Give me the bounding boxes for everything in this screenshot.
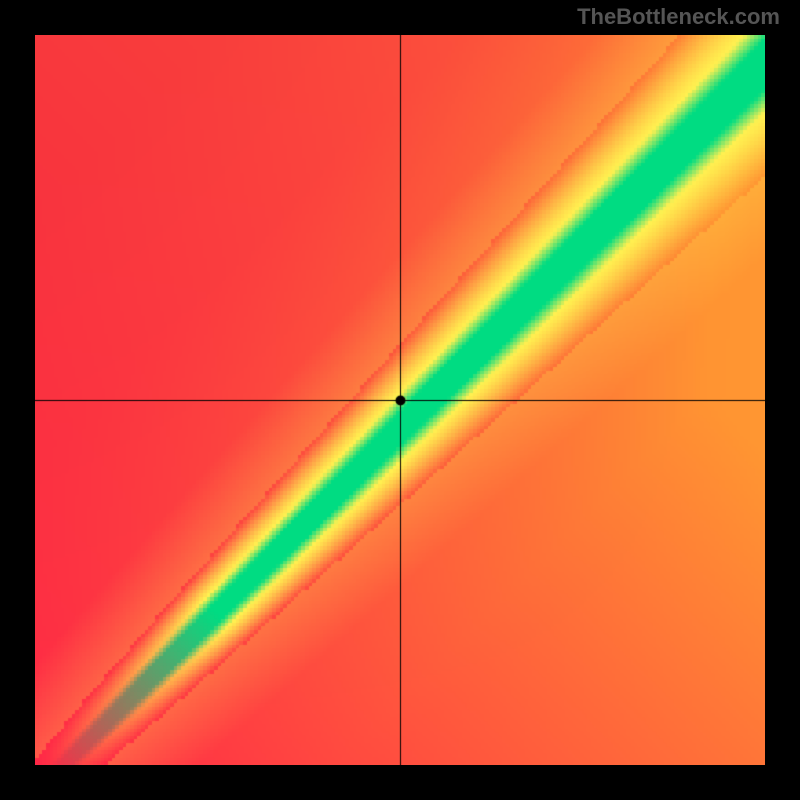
- chart-container: { "watermark": { "text": "TheBottleneck.…: [0, 0, 800, 800]
- crosshair-overlay: [35, 35, 765, 765]
- watermark-text: TheBottleneck.com: [577, 4, 780, 30]
